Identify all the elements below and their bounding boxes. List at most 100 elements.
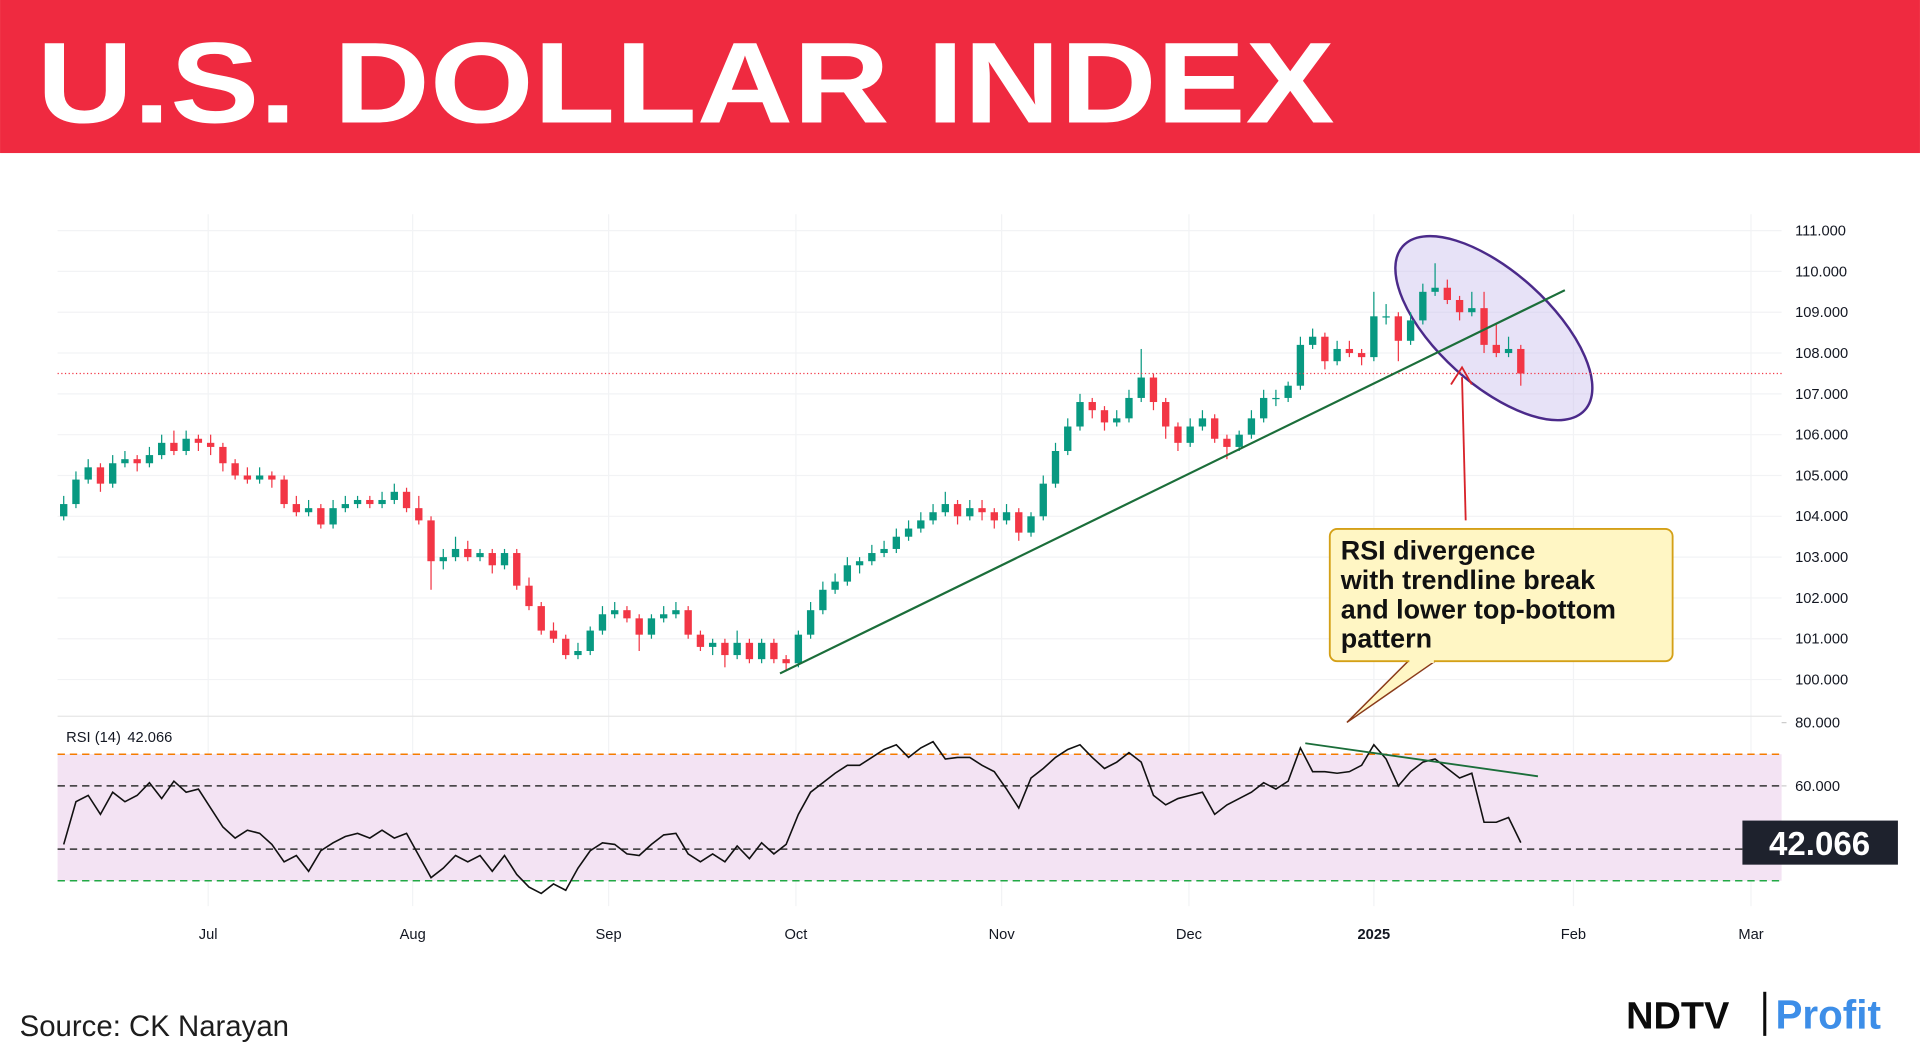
candle-body	[1162, 402, 1170, 427]
x-tick-label: 2025	[1358, 927, 1391, 943]
rsi-panel: 80.000 60.000 RSI (14) 42.066 42.066	[57, 716, 1898, 895]
candle-body	[1431, 287, 1439, 292]
candle-body	[96, 467, 105, 484]
candle-body	[170, 442, 178, 452]
candle-body	[684, 610, 692, 635]
candle-body	[500, 553, 509, 566]
candle-body	[1382, 316, 1390, 318]
header-band	[0, 0, 1920, 154]
candle-body	[1002, 512, 1011, 521]
candle-body	[880, 548, 888, 554]
candle-body	[843, 565, 852, 582]
candle-body	[157, 442, 166, 456]
y-tick-label: 105.000	[1795, 468, 1848, 484]
candle-body	[1284, 385, 1292, 398]
annotation-line: pattern	[1341, 624, 1432, 654]
brand-sub: Profit	[1775, 992, 1880, 1038]
candle-body	[635, 618, 643, 635]
candle-body	[488, 553, 496, 566]
candle-body	[268, 475, 276, 480]
candle-body	[1137, 377, 1145, 398]
candle-body	[109, 463, 117, 484]
brand-separator	[1763, 991, 1767, 1036]
candle-body	[929, 512, 937, 521]
candle-body	[598, 614, 607, 631]
candle-body	[525, 585, 533, 607]
candle-body	[586, 630, 594, 651]
y-tick-label: 102.000	[1795, 591, 1848, 607]
candle-body	[1064, 426, 1072, 452]
candle-body	[1100, 410, 1109, 423]
callout-tail	[1346, 660, 1436, 724]
candle-body	[1333, 348, 1341, 362]
y-tick-label: 106.000	[1795, 428, 1848, 444]
candle-body	[464, 548, 472, 558]
candle-body	[317, 508, 325, 525]
candle-body	[133, 459, 141, 464]
y-tick-label: 100.000	[1795, 672, 1848, 688]
candle-body	[831, 581, 839, 590]
candle-body	[721, 642, 729, 656]
candle-body	[415, 508, 423, 521]
candle-body	[794, 634, 803, 664]
candle-body	[439, 557, 447, 562]
candle-body	[292, 504, 301, 513]
candle-body	[623, 610, 631, 619]
x-tick-label: Jul	[199, 927, 218, 943]
source: Source: CK Narayan	[20, 1010, 289, 1043]
candle-body	[990, 512, 998, 521]
candle-body	[451, 548, 460, 558]
candle-body	[1370, 316, 1378, 358]
candle-body	[672, 610, 680, 615]
candle-body	[378, 499, 386, 505]
candle-body	[1492, 344, 1500, 354]
candle-body	[941, 504, 949, 513]
candle-body	[1076, 402, 1084, 427]
candle-body	[647, 618, 656, 635]
candle-body	[60, 504, 68, 517]
candle-body	[1443, 287, 1452, 300]
candle-body	[402, 491, 411, 509]
candle-body	[121, 459, 129, 464]
candle-body	[145, 455, 154, 464]
candle-body	[1125, 397, 1133, 419]
candle-body	[868, 553, 876, 562]
rsi-tick-label: 80.000	[1795, 716, 1840, 732]
candle-body	[1480, 308, 1488, 345]
rsi-band	[57, 754, 1782, 881]
candle-body	[1321, 336, 1329, 362]
x-tick-label: Oct	[784, 927, 807, 943]
candle-body	[1517, 348, 1525, 374]
candle-body	[1247, 418, 1256, 435]
annotation-box	[1328, 528, 1674, 663]
arrow-shaft	[1461, 377, 1467, 521]
candle-body	[1272, 397, 1280, 400]
candle-body	[1027, 516, 1035, 533]
y-tick-label: 111.000	[1795, 224, 1846, 240]
x-tick-label: Mar	[1738, 927, 1763, 943]
candle-body	[1394, 316, 1403, 341]
candle-body	[855, 561, 864, 566]
candle-body	[1345, 348, 1354, 354]
candle-body	[390, 491, 398, 500]
candle-body	[1357, 353, 1366, 358]
candle-body	[366, 499, 374, 505]
highlight-ellipse	[1394, 234, 1594, 422]
trendline	[779, 289, 1566, 675]
x-tick-label: Nov	[989, 927, 1016, 943]
candle-body	[353, 499, 362, 505]
candle-body	[476, 553, 484, 558]
y-tick-label: 109.000	[1795, 305, 1848, 321]
candle-body	[1308, 336, 1317, 345]
candle-body	[770, 642, 778, 660]
annotation-line: and lower top-bottom	[1341, 594, 1616, 624]
candle-body	[1406, 320, 1415, 341]
candle-body	[1015, 512, 1023, 533]
candle-body	[708, 642, 717, 647]
candle-body	[611, 610, 619, 615]
rsi-name: RSI (14)	[66, 730, 121, 746]
candle-body	[574, 650, 582, 656]
candle-body	[819, 589, 827, 611]
